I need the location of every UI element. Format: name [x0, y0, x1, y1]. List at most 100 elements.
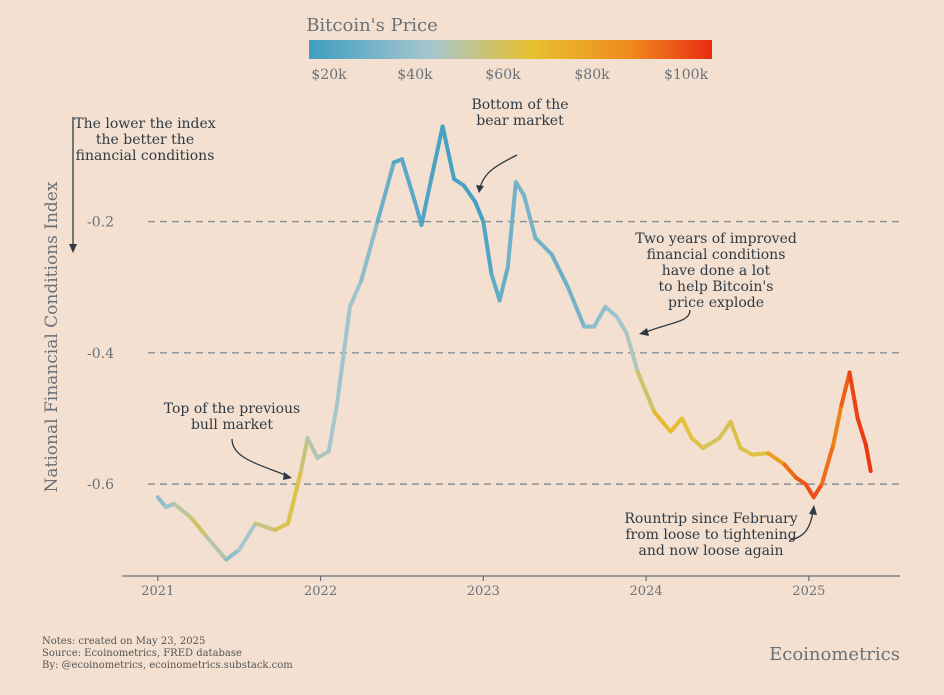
series-line-segment: [305, 436, 320, 460]
series-line-segment: [652, 409, 673, 434]
series-line-segment: [549, 252, 570, 290]
series-line-segment: [522, 193, 538, 240]
series-line-segment: [728, 419, 743, 451]
y-tick-label: -0.2: [87, 215, 114, 231]
annotation-bottom-text: Bottom of the: [471, 97, 568, 113]
footer-source-line: Source: Ecoinometrics, FRED database: [42, 648, 242, 659]
roundtrip-arrow-head: [809, 505, 817, 515]
series-line-segment: [461, 183, 478, 204]
series-line-segment: [839, 370, 852, 408]
series-line-segment: [347, 278, 364, 309]
improved-arrow: [645, 309, 691, 333]
annotation-index-text: financial conditions: [76, 148, 215, 164]
series-line-segment: [831, 403, 844, 447]
series-line-segment: [334, 304, 352, 408]
series-line-segment: [592, 304, 608, 329]
series-line-segment: [701, 436, 722, 451]
series-line-segment: [473, 199, 486, 224]
annotation-index-text: the better the: [96, 132, 194, 148]
legend-tick-label: $60k: [485, 67, 521, 83]
series-line-segment: [497, 265, 510, 303]
annotation-improved-text: to help Bitcoin's: [659, 279, 774, 295]
series-line-segment: [359, 219, 380, 283]
annotation-index-text: The lower the index: [74, 116, 216, 132]
series-line-segment: [635, 370, 657, 414]
series-line-segment: [533, 235, 554, 257]
series-line-segment: [513, 180, 527, 198]
x-tick-label: 2024: [630, 584, 663, 599]
series-line-segment: [375, 160, 396, 224]
series-line-segment: [155, 495, 168, 510]
annotation-roundtrip-text: and now loose again: [638, 543, 783, 559]
footer-notes: Notes: created on May 23, 2025 Source: E…: [42, 636, 293, 672]
series-line-segment: [624, 331, 640, 375]
x-tick-label: 2021: [141, 584, 174, 599]
series-line-segment: [299, 436, 310, 473]
roundtrip-arrow: [789, 511, 814, 541]
series-line-segment: [237, 521, 258, 552]
series-line-segment: [399, 157, 417, 204]
index-arrow-head: [69, 244, 77, 253]
series-line-segment: [188, 514, 209, 539]
annotation-improved-text: Two years of improved: [635, 231, 797, 247]
legend-tick-label: $20k: [311, 67, 347, 83]
series-line-segment: [679, 416, 694, 441]
annotation-improved-text: have done a lot: [662, 263, 771, 279]
series-line-segment: [803, 482, 816, 500]
series-line-segment: [272, 521, 291, 533]
series-line-segment: [863, 442, 873, 473]
series-line-segment: [429, 124, 445, 181]
series-line-segment: [286, 468, 304, 526]
series-line-segment: [819, 442, 836, 487]
brand-name: Ecoinometrics: [769, 644, 900, 665]
series-line-segment: [224, 547, 242, 562]
improved-arrow-head: [639, 328, 649, 336]
series-line-segment: [326, 403, 339, 454]
series-line-segment: [811, 482, 824, 500]
annotation-roundtrip-text: from loose to tightening: [625, 527, 796, 543]
series-line-segment: [738, 446, 754, 457]
series-line-segment: [603, 304, 619, 319]
series-line-segment: [489, 272, 502, 303]
annotation-improved-text: price explode: [668, 295, 764, 311]
bottom-arrow: [479, 154, 518, 189]
top-arrow: [231, 438, 289, 477]
series-line-segment: [481, 219, 494, 277]
annotation-top-text: bull market: [191, 417, 273, 433]
series-line-segment: [689, 436, 706, 451]
series-line-segment: [440, 124, 457, 181]
series-line-segment: [847, 370, 860, 421]
series-line-segment: [419, 176, 434, 227]
x-tick-label: 2023: [467, 584, 500, 599]
annotation-top-text: Top of the previous: [164, 401, 301, 417]
top-arrow-head: [283, 472, 292, 480]
legend-title: Bitcoin's Price: [306, 15, 438, 36]
series-line-segment: [253, 521, 277, 533]
footer-by-line: By: @ecoinometrics, ecoinometrics.substa…: [42, 660, 293, 671]
y-axis-label: National Financial Conditions Index: [42, 181, 62, 492]
x-tick-label: 2022: [304, 584, 337, 599]
annotation-improved-text: financial conditions: [647, 247, 786, 263]
series-line-segment: [204, 534, 229, 562]
bottom-arrow-head: [476, 185, 484, 193]
series-line-segment: [614, 314, 629, 336]
legend-tick-label: $40k: [397, 67, 433, 83]
y-tick-label: -0.4: [87, 346, 114, 362]
legend-tick-label: $80k: [574, 67, 610, 83]
annotation-roundtrip-text: Rountrip since February: [624, 511, 797, 527]
footer-notes-line: Notes: created on May 23, 2025: [42, 636, 206, 647]
x-tick-label: 2025: [792, 584, 825, 599]
series-line-segment: [315, 449, 331, 460]
series-line-segment: [668, 416, 684, 434]
series-line-segment: [766, 451, 787, 467]
series-line-segment: [565, 285, 587, 329]
series-line-segment: [505, 180, 518, 270]
series-line-segment: [782, 462, 798, 480]
series-line-segment: [172, 501, 193, 519]
series-line-segment: [749, 451, 771, 457]
y-tick-label: -0.6: [87, 477, 114, 493]
series-line-segment: [717, 419, 733, 441]
annotation-bottom-text: bear market: [476, 113, 564, 129]
